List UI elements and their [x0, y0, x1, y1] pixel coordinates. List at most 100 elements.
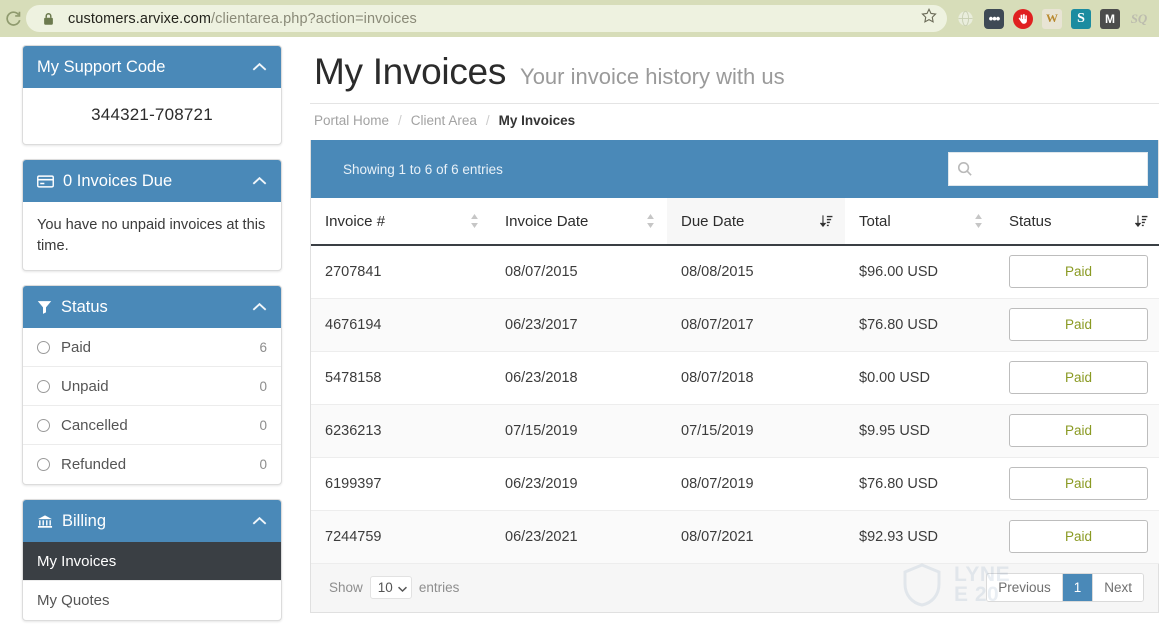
cell-invoice-date: 06/23/2018 [491, 351, 667, 405]
table-row[interactable]: 7244759 06/23/2021 08/07/2021 $92.93 USD… [311, 510, 1159, 564]
pagination-page-1-button[interactable]: 1 [1061, 574, 1094, 601]
panel-invoices-due-header[interactable]: 0 Invoices Due [23, 160, 281, 202]
globe-extension-icon[interactable] [955, 9, 975, 29]
status-badge-paid[interactable]: Paid [1009, 414, 1148, 447]
column-header-invoice-number[interactable]: Invoice # [311, 198, 491, 246]
cell-invoice-number: 5478158 [311, 351, 491, 405]
pagination-next-button[interactable]: Next [1093, 574, 1143, 601]
search-input[interactable] [979, 161, 1159, 177]
sidebar-item-label: My Invoices [37, 552, 117, 570]
sort-both-icon[interactable] [470, 214, 479, 228]
column-header-total[interactable]: Total [845, 198, 995, 246]
entries-per-page-select[interactable]: 10 [369, 576, 412, 599]
url-path: /clientarea.php?action=invoices [211, 10, 417, 27]
search-icon [957, 161, 973, 177]
support-code-value: 344321-708721 [91, 105, 213, 124]
table-header-row: Invoice # Invoice Date Due Date Tot [311, 198, 1159, 246]
page-title: My Invoices [314, 51, 507, 92]
chevron-up-icon[interactable] [252, 176, 267, 186]
page-content: My Support Code 344321-708721 0 Invoices… [0, 37, 1159, 630]
breadcrumb-item-portal-home[interactable]: Portal Home [314, 113, 390, 128]
column-label: Invoice # [325, 212, 386, 230]
breadcrumb-item-my-invoices: My Invoices [498, 113, 576, 128]
cell-total: $76.80 USD [845, 457, 995, 511]
panel-status-filter-header[interactable]: Status [23, 286, 281, 329]
sort-both-icon[interactable] [646, 214, 655, 228]
status-filter-item-paid[interactable]: Paid 6 [23, 328, 281, 368]
address-bar[interactable]: customers.arvixe.com/clientarea.php?acti… [26, 5, 947, 32]
sort-both-icon[interactable] [974, 214, 983, 228]
cell-due-date: 08/07/2019 [667, 457, 845, 511]
status-badge-paid[interactable]: Paid [1009, 361, 1148, 394]
search-box[interactable] [948, 152, 1159, 186]
breadcrumb-item-client-area[interactable]: Client Area [410, 113, 477, 128]
invoices-table: Invoice # Invoice Date Due Date Tot [311, 198, 1159, 564]
gmail-extension-icon[interactable]: M [1100, 8, 1120, 29]
column-header-due-date[interactable]: Due Date [667, 198, 845, 246]
entries-value: 10 [377, 580, 393, 595]
cell-total: $92.93 USD [845, 510, 995, 564]
status-filter-item-refunded[interactable]: Refunded 0 [23, 445, 281, 484]
table-row[interactable]: 6199397 06/23/2019 08/07/2019 $76.80 USD… [311, 457, 1159, 511]
column-header-invoice-date[interactable]: Invoice Date [491, 198, 667, 246]
status-badge-paid[interactable]: Paid [1009, 255, 1148, 289]
chevron-up-icon[interactable] [252, 62, 267, 72]
cell-invoice-number: 2707841 [311, 245, 491, 299]
invoices-table-card: Showing 1 to 6 of 6 entries Invoice # [310, 140, 1159, 613]
panel-support-code-header[interactable]: My Support Code [23, 46, 281, 88]
panel-invoices-due-title: 0 Invoices Due [63, 171, 173, 190]
screenshot-extension-icon[interactable]: SQ [1130, 10, 1148, 26]
panel-invoices-due: 0 Invoices Due You have no unpaid invoic… [22, 159, 282, 272]
panel-billing-title: Billing [62, 511, 107, 530]
cell-invoice-number: 4676194 [311, 298, 491, 352]
status-filter-label: Unpaid [61, 377, 109, 395]
url-host: customers.arvixe.com [68, 10, 212, 27]
radio-icon[interactable] [37, 340, 50, 354]
adblock-extension-icon[interactable] [1013, 8, 1033, 29]
table-row[interactable]: 5478158 06/23/2018 08/07/2018 $0.00 USD … [311, 351, 1159, 405]
pagination-previous-button[interactable]: Previous [987, 574, 1062, 601]
cell-invoice-date: 06/23/2019 [491, 457, 667, 511]
table-row[interactable]: 2707841 08/07/2015 08/08/2015 $96.00 USD… [311, 245, 1159, 299]
table-row[interactable]: 4676194 06/23/2017 08/07/2017 $76.80 USD… [311, 298, 1159, 352]
status-badge-paid[interactable]: Paid [1009, 520, 1148, 553]
sidebar-item-my-quotes[interactable]: My Quotes [23, 581, 281, 620]
status-badge-paid[interactable]: Paid [1009, 467, 1148, 500]
breadcrumb-separator: / [398, 113, 402, 128]
status-badge-paid[interactable]: Paid [1009, 308, 1148, 341]
cell-invoice-number: 6199397 [311, 457, 491, 511]
status-filter-count: 6 [259, 339, 267, 355]
cell-status: Paid [995, 351, 1159, 405]
url-text: customers.arvixe.com/clientarea.php?acti… [68, 11, 915, 27]
chevron-up-icon[interactable] [252, 516, 267, 526]
chat-extension-icon[interactable]: ••• [984, 8, 1004, 29]
sidebar-item-my-invoices[interactable]: My Invoices [23, 542, 281, 582]
column-header-status[interactable]: Status [995, 198, 1159, 246]
cell-total: $96.00 USD [845, 245, 995, 299]
cell-total: $76.80 USD [845, 298, 995, 352]
chevron-up-icon[interactable] [252, 302, 267, 312]
skype-extension-icon[interactable]: S [1071, 8, 1091, 29]
pagination: Previous 1 Next [986, 573, 1144, 602]
radio-icon[interactable] [37, 458, 50, 472]
lock-icon [40, 11, 56, 27]
show-label: Show [329, 580, 363, 595]
panel-billing-header[interactable]: Billing [23, 500, 281, 543]
status-filter-item-cancelled[interactable]: Cancelled 0 [23, 406, 281, 446]
cell-due-date: 07/15/2019 [667, 404, 845, 458]
panel-support-code-body: 344321-708721 [23, 88, 281, 144]
status-filter-item-unpaid[interactable]: Unpaid 0 [23, 367, 281, 407]
reload-icon[interactable] [0, 0, 26, 37]
bookmark-star-icon[interactable] [921, 7, 937, 29]
table-footer: Show 10 entries LYNE E 20 Previous 1 [311, 562, 1158, 612]
cell-invoice-date: 07/15/2019 [491, 404, 667, 458]
panel-support-code: My Support Code 344321-708721 [22, 45, 282, 145]
radio-icon[interactable] [37, 418, 50, 432]
table-row[interactable]: 6236213 07/15/2019 07/15/2019 $9.95 USD … [311, 404, 1159, 458]
sort-desc-icon[interactable] [820, 214, 833, 228]
cell-due-date: 08/08/2015 [667, 245, 845, 299]
status-filter-label: Refunded [61, 456, 127, 474]
wikipedia-extension-icon[interactable]: W [1042, 8, 1062, 29]
sort-desc-icon[interactable] [1135, 214, 1148, 228]
radio-icon[interactable] [37, 379, 50, 393]
